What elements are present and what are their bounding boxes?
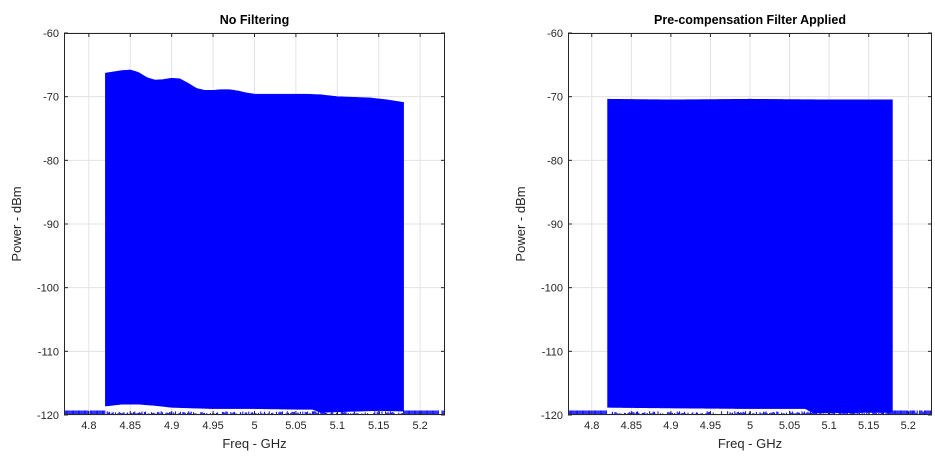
y-tick-label: -100 xyxy=(37,283,59,295)
x-tick-label: 4.9 xyxy=(663,420,678,432)
x-tick-label: 5.2 xyxy=(901,420,916,432)
y-tick-label: -70 xyxy=(43,92,59,104)
y-axis-label: Power - dBm xyxy=(9,186,24,261)
y-tick-label: -60 xyxy=(547,28,563,40)
x-tick-label: 5 xyxy=(251,420,257,432)
x-tick-label: 5.05 xyxy=(285,420,306,432)
chart-title: Pre-compensation Filter Applied xyxy=(654,13,846,27)
x-tick-label: 5.1 xyxy=(330,420,345,432)
spectrum-series xyxy=(64,69,445,415)
spectrum-band xyxy=(105,69,404,413)
y-tick-label: -90 xyxy=(547,219,563,231)
x-tick-label: 4.9 xyxy=(164,420,179,432)
x-tick-label: 4.8 xyxy=(584,420,599,432)
x-tick-label: 4.95 xyxy=(700,420,721,432)
x-tick-label: 4.85 xyxy=(120,420,141,432)
spectrum-band xyxy=(607,98,893,414)
y-tick-label: -120 xyxy=(37,410,59,422)
x-tick-label: 5.2 xyxy=(413,420,428,432)
x-tick-label: 5.15 xyxy=(858,420,879,432)
x-tick-label: 4.8 xyxy=(81,420,96,432)
y-tick-label: -110 xyxy=(542,346,563,358)
y-tick-label: -100 xyxy=(541,283,563,295)
y-axis-label: Power - dBm xyxy=(513,186,528,261)
x-tick-label: 4.95 xyxy=(202,420,223,432)
y-tick-label: -120 xyxy=(541,410,563,422)
x-axis-label: Freq - GHz xyxy=(222,436,286,451)
x-axis-label: Freq - GHz xyxy=(718,436,782,451)
x-tick-label: 5.15 xyxy=(368,420,389,432)
spectrum-series xyxy=(568,98,932,415)
x-tick-label: 5.05 xyxy=(779,420,800,432)
chart-title: No Filtering xyxy=(220,13,289,27)
y-tick-label: -90 xyxy=(43,219,59,231)
x-tick-label: 5 xyxy=(747,420,753,432)
chart-pre-compensation-filter: 4.8 4.85 4.9 4.95 5 5.05 5.1 5.15 5.2 -120 -110 -10… xyxy=(513,13,932,451)
y-tick-label: -70 xyxy=(547,92,563,104)
x-tick-label: 5.1 xyxy=(821,420,836,432)
y-tick-label: -80 xyxy=(547,155,563,167)
y-tick-label: -60 xyxy=(43,28,59,40)
x-tick-label: 4.85 xyxy=(621,420,642,432)
chart-no-filtering: 4.8 4.85 4.9 4.95 5 5.05 5.1 5.15 5.2 -120 -110 -10… xyxy=(9,13,445,451)
y-tick-label: -110 xyxy=(38,346,59,358)
y-tick-label: -80 xyxy=(43,155,59,167)
